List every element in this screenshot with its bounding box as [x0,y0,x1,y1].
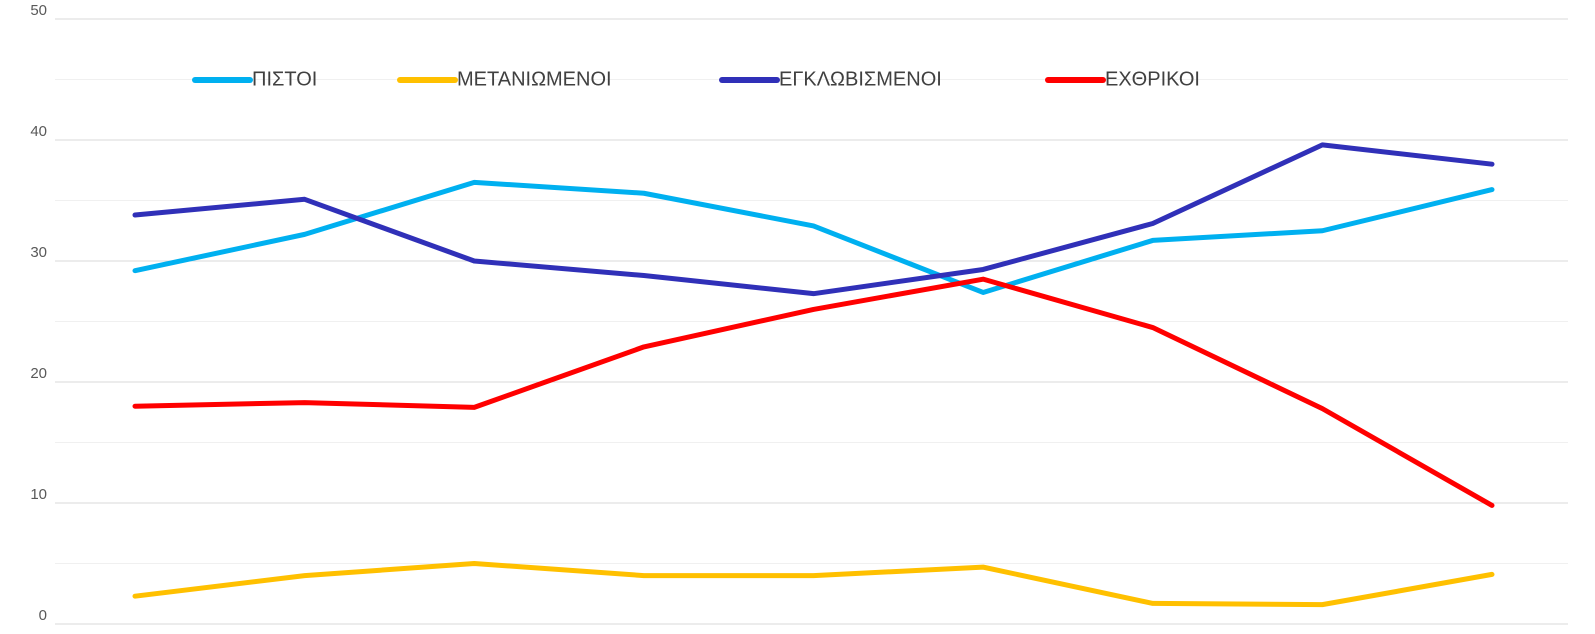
y-tick-label: 40 [30,123,47,140]
legend-label: ΕΓΚΛΩΒΙΣΜΕΝΟΙ [779,68,942,90]
series-line [132,142,1495,297]
y-tick-label: 20 [30,365,47,382]
legend-label: ΕΧΘΡΙΚΟΙ [1105,68,1200,90]
series-line [132,276,1495,508]
y-tick-label: 10 [30,486,47,503]
legend-label: ΜΕΤΑΝΙΩΜΕΝΟΙ [457,68,612,90]
y-tick-label: 30 [30,244,47,261]
y-tick-label: 50 [30,2,47,19]
legend-label: ΠΙΣΤΟΙ [252,68,317,90]
series-line [132,561,1495,608]
series-line [132,179,1495,295]
y-tick-label: 0 [39,607,47,624]
